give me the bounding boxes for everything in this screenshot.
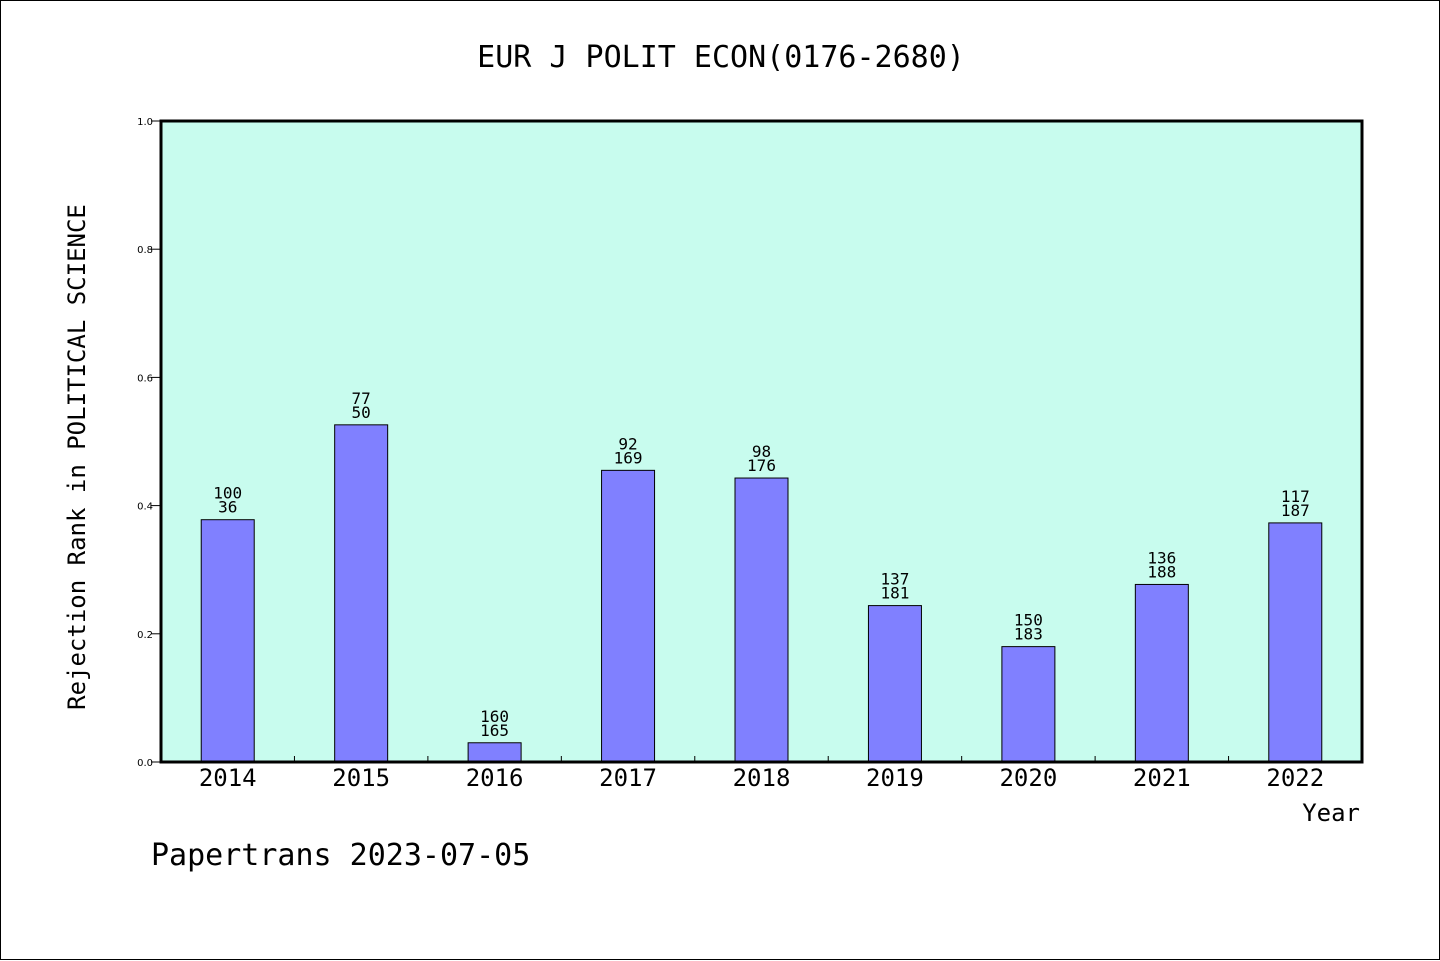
y-tick-label: 0.2	[137, 630, 153, 641]
y-tick-label: 0.4	[137, 502, 153, 513]
x-tick-label: 2021	[1133, 764, 1191, 792]
y-axis: 0.0 0.2 0.4 0.6 0.8 1.0	[137, 117, 161, 769]
x-tick-label: 2018	[733, 764, 791, 792]
bar-label-top: 92	[618, 434, 637, 453]
chart-title: EUR J POLIT ECON(0176-2680)	[477, 40, 965, 75]
bar-2016	[467, 742, 522, 763]
y-tick-label: 0.0	[137, 758, 153, 769]
x-tick-label: 2015	[332, 764, 390, 792]
bar-label-bottom: 183	[1014, 625, 1043, 644]
plot-border	[159, 119, 1364, 764]
bar-2020	[1001, 646, 1056, 763]
bar-2021	[1134, 583, 1189, 763]
x-tick-label: 2022	[1266, 764, 1324, 792]
bar-label-bottom: 187	[1281, 501, 1310, 520]
bar-label-bottom: 165	[480, 721, 509, 740]
y-tick-label: 0.6	[137, 373, 153, 384]
bar-label-bottom: 176	[747, 456, 776, 475]
bar-label-top: 100	[213, 484, 242, 503]
x-tick-label: 2020	[999, 764, 1057, 792]
y-tick-label: 0.8	[137, 245, 153, 256]
x-axis-label: Year	[1302, 799, 1360, 827]
x-tick-label: 2017	[599, 764, 657, 792]
y-tick-label: 1.0	[137, 117, 153, 128]
bar-2015	[334, 424, 389, 763]
bar-label-top: 150	[1014, 611, 1043, 630]
footer-text: Papertrans 2023-07-05	[151, 838, 530, 873]
bar-label-bottom: 188	[1147, 562, 1176, 581]
bar-label-bottom: 181	[880, 584, 909, 603]
bar-2019	[867, 605, 922, 763]
bar-label-top: 77	[352, 389, 371, 408]
bar-2018	[734, 477, 789, 763]
bar-2022	[1268, 522, 1323, 763]
bar-label-bottom: 169	[614, 448, 643, 467]
bar-label-top: 160	[480, 707, 509, 726]
y-axis-label: Rejection Rank in POLITICAL SCIENCE	[63, 204, 91, 710]
bar-label-top: 136	[1147, 548, 1176, 567]
x-tick-label: 2019	[866, 764, 924, 792]
bar-2017	[601, 469, 656, 763]
bar-label-bottom: 50	[352, 403, 371, 422]
bar-label-top: 137	[880, 570, 909, 589]
x-tick-label: 2016	[466, 764, 524, 792]
bar-2014	[200, 519, 255, 763]
x-axis: 2014 2015 2016 2017 2018 2019 2020 2021 2022	[199, 756, 1324, 792]
x-tick-label: 2014	[199, 764, 257, 792]
bar-label-top: 117	[1281, 487, 1310, 506]
bar-label-top: 98	[752, 442, 771, 461]
bar-label-bottom: 36	[218, 498, 237, 517]
